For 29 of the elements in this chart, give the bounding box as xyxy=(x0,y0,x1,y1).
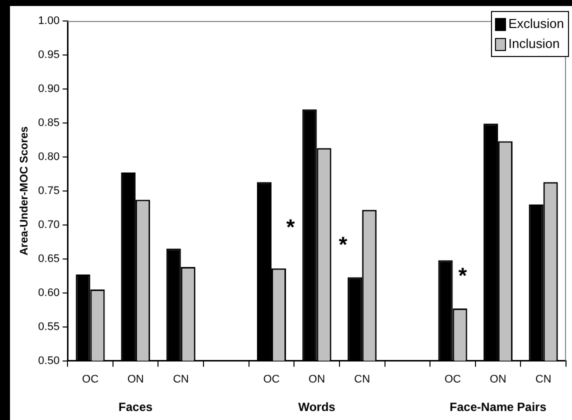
x-tick-label: CN xyxy=(535,373,552,386)
y-tick-label: 0.95 xyxy=(38,49,60,62)
text: Faces xyxy=(118,400,153,414)
y-tick-label: 0.50 xyxy=(38,354,60,367)
legend-label: Inclusion xyxy=(508,35,560,53)
annotation: * xyxy=(338,232,348,257)
x-tick-label: OC xyxy=(263,373,280,386)
x-tick-label: CN xyxy=(354,373,370,386)
text: Words xyxy=(298,400,336,414)
legend-label: Exclusion xyxy=(508,15,564,33)
y-tick-label: 0.55 xyxy=(38,320,60,333)
y-axis-title: Area-Under-MOC Scores xyxy=(18,126,31,256)
x-tick-label: OC xyxy=(444,373,462,386)
x-tick-label: OC xyxy=(82,373,99,386)
x-tick-label: ON xyxy=(308,373,326,386)
y-tick-label: 0.60 xyxy=(38,286,60,299)
y-tick-label: 0.65 xyxy=(38,252,60,265)
x-tick-label: ON xyxy=(127,373,144,386)
y-tick-label: 0.75 xyxy=(38,184,60,197)
y-tick-label: 0.90 xyxy=(38,82,60,95)
annotation: * xyxy=(286,214,296,240)
y-tick-label: 0.85 xyxy=(38,116,60,129)
y-tick-label: 0.70 xyxy=(38,218,60,231)
y-tick-label: 1.00 xyxy=(38,15,60,28)
annotation: * xyxy=(458,263,468,288)
text: Face-Name Pairs xyxy=(450,400,547,414)
x-tick-label: CN xyxy=(172,373,189,386)
x-tick-label: ON xyxy=(490,373,506,386)
y-tick-label: 0.80 xyxy=(38,150,60,163)
